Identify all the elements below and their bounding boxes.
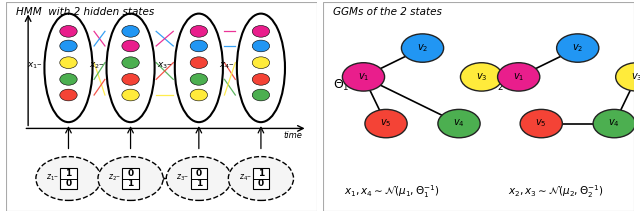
Text: $x_2, x_3 \sim \mathcal{N}(\mu_2, \Theta_2^{-1})$: $x_2, x_3 \sim \mathcal{N}(\mu_2, \Theta…: [508, 184, 604, 200]
Circle shape: [252, 26, 269, 37]
Circle shape: [497, 63, 540, 91]
Text: $v_2$: $v_2$: [417, 42, 428, 54]
Circle shape: [438, 109, 480, 138]
Text: $\Theta_1 =$: $\Theta_1 =$: [333, 78, 362, 93]
Text: 1: 1: [196, 179, 202, 189]
Text: 0: 0: [65, 179, 72, 189]
FancyBboxPatch shape: [122, 168, 139, 189]
Text: 1: 1: [258, 169, 264, 178]
Text: 1: 1: [127, 179, 134, 189]
Circle shape: [557, 34, 599, 62]
FancyBboxPatch shape: [60, 168, 77, 189]
Circle shape: [252, 40, 269, 52]
Circle shape: [401, 34, 444, 62]
Circle shape: [60, 26, 77, 37]
Text: GGMs of the 2 states: GGMs of the 2 states: [333, 7, 442, 17]
Text: $v_4$: $v_4$: [609, 118, 620, 130]
Text: $v_1$: $v_1$: [358, 71, 369, 83]
Circle shape: [520, 109, 563, 138]
Circle shape: [190, 73, 207, 85]
Circle shape: [190, 40, 207, 52]
Circle shape: [122, 40, 140, 52]
Circle shape: [252, 57, 269, 69]
Circle shape: [60, 40, 77, 52]
Circle shape: [252, 73, 269, 85]
Circle shape: [616, 63, 640, 91]
Text: $x_4$–: $x_4$–: [220, 60, 236, 71]
Circle shape: [36, 157, 101, 200]
Text: $v_5$: $v_5$: [536, 118, 547, 130]
Text: HMM  with 2 hidden states: HMM with 2 hidden states: [16, 7, 154, 17]
Circle shape: [228, 157, 294, 200]
Text: $v_1$: $v_1$: [513, 71, 524, 83]
Circle shape: [252, 89, 269, 101]
Circle shape: [60, 73, 77, 85]
Text: $z_1$–: $z_1$–: [46, 172, 59, 183]
Text: $\Theta_2 =$: $\Theta_2 =$: [488, 78, 517, 93]
Text: 0: 0: [258, 179, 264, 189]
Circle shape: [122, 26, 140, 37]
FancyBboxPatch shape: [191, 168, 207, 189]
FancyBboxPatch shape: [253, 168, 269, 189]
Circle shape: [342, 63, 385, 91]
Text: $z_2$–: $z_2$–: [108, 172, 121, 183]
Circle shape: [60, 57, 77, 69]
Circle shape: [190, 26, 207, 37]
Text: $x_2$–: $x_2$–: [89, 60, 105, 71]
Text: $v_3$: $v_3$: [476, 71, 487, 83]
Circle shape: [460, 63, 502, 91]
Circle shape: [190, 57, 207, 69]
Text: $v_5$: $v_5$: [380, 118, 392, 130]
Circle shape: [365, 109, 407, 138]
Text: 0: 0: [196, 169, 202, 178]
Circle shape: [122, 73, 140, 85]
Circle shape: [60, 89, 77, 101]
Text: $v_3$: $v_3$: [631, 71, 640, 83]
Circle shape: [190, 89, 207, 101]
Text: $x_1, x_4 \sim \mathcal{N}(\mu_1, \Theta_1^{-1})$: $x_1, x_4 \sim \mathcal{N}(\mu_1, \Theta…: [344, 184, 439, 200]
Text: 0: 0: [127, 169, 134, 178]
Circle shape: [122, 89, 140, 101]
Text: $v_2$: $v_2$: [572, 42, 584, 54]
Text: $z_4$–: $z_4$–: [239, 172, 252, 183]
Text: $z_3$–: $z_3$–: [177, 172, 189, 183]
Circle shape: [98, 157, 163, 200]
Circle shape: [166, 157, 232, 200]
Text: $x_1$–: $x_1$–: [27, 60, 43, 71]
Text: $v_4$: $v_4$: [453, 118, 465, 130]
Text: 1: 1: [65, 169, 72, 178]
Text: time: time: [284, 131, 303, 140]
Circle shape: [593, 109, 636, 138]
Circle shape: [122, 57, 140, 69]
Text: $x_3$–: $x_3$–: [157, 60, 173, 71]
